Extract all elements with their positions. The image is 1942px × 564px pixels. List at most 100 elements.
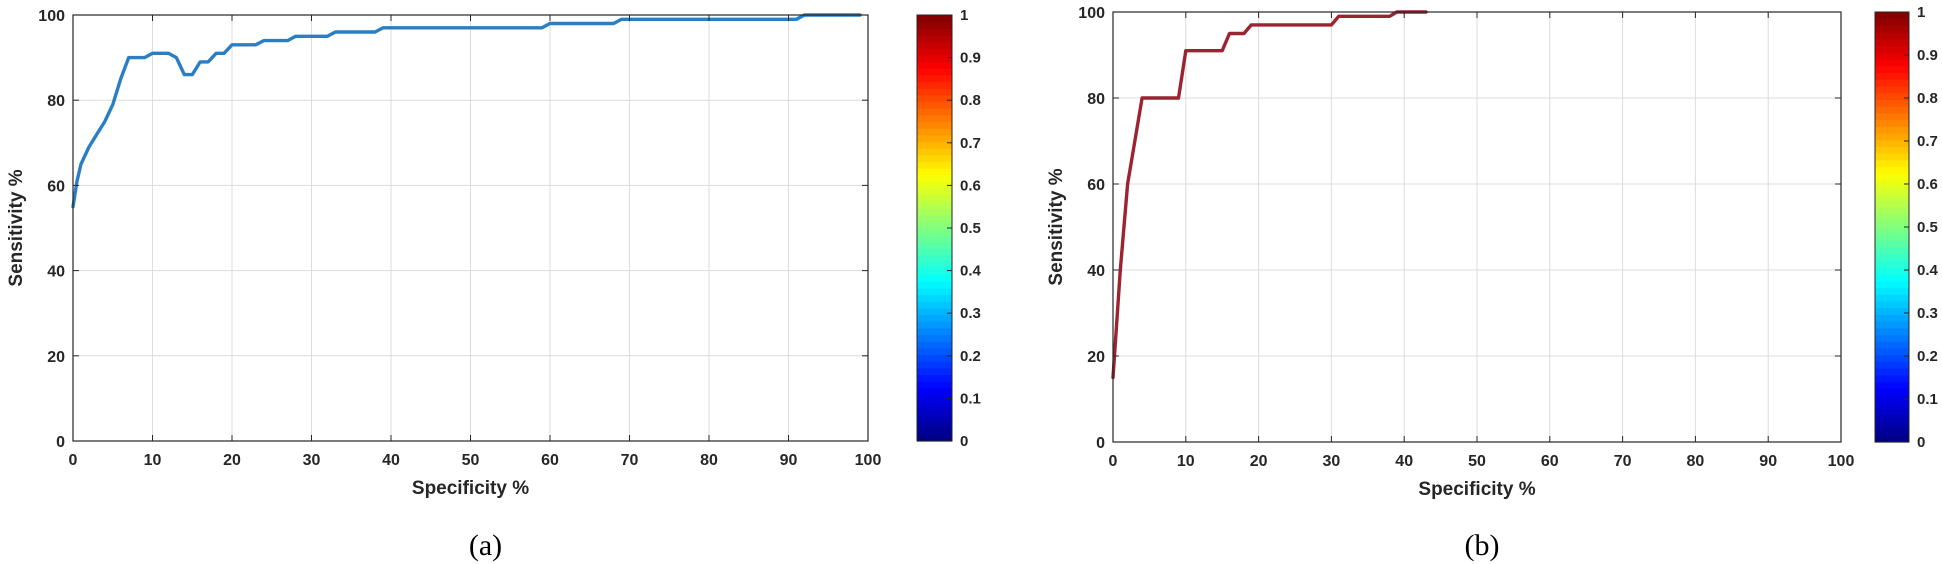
colorbar-segment [917, 48, 952, 56]
x-tick-label: 60 [1541, 453, 1559, 470]
colorbar-segment [1875, 361, 1909, 369]
colorbar-segment [917, 94, 952, 103]
colorbar-segment [917, 108, 952, 116]
colorbar-segment [917, 287, 952, 296]
colorbar-segment [1875, 159, 1909, 168]
colorbar-segment [917, 221, 952, 229]
roc-curve-a [71, 13, 862, 209]
colorbar-segment [1875, 153, 1909, 161]
colorbar-segment [917, 321, 952, 329]
y-tick-label: 100 [1078, 5, 1105, 22]
colorbar-segment [1875, 173, 1909, 181]
colorbar-segment [917, 301, 952, 309]
roc-curve-b [1111, 10, 1428, 380]
colorbar-segment [917, 341, 952, 349]
x-tick-label: 90 [780, 452, 798, 469]
colorbar-segment [917, 161, 952, 169]
colorbar-segment [1875, 65, 1909, 74]
colorbar-segment [917, 267, 952, 276]
colorbar-segment [917, 214, 952, 222]
colorbar-segment [917, 361, 952, 369]
colorbar-tick-label: 0.4 [1917, 262, 1939, 279]
colorbar-segment [1875, 341, 1909, 349]
colorbar-segment [1875, 166, 1909, 174]
y-tick-label: 100 [38, 8, 65, 25]
colorbar-segment [917, 128, 952, 136]
x-tick-label: 50 [462, 452, 480, 469]
colorbar-segment [1875, 18, 1909, 27]
x-tick-label: 10 [144, 452, 162, 469]
colorbar-segment [1875, 401, 1909, 410]
colorbar-segment [1875, 12, 1909, 20]
y-axis-label: Sensitivity % [6, 169, 27, 286]
colorbar-tick-label: 0.3 [1917, 305, 1938, 322]
colorbar-segment [1875, 300, 1909, 309]
colorbar-segment [917, 394, 952, 402]
y-tick-label: 80 [1087, 91, 1105, 108]
y-tick-label: 20 [1087, 349, 1105, 366]
colorbar-segment [917, 327, 952, 336]
x-tick-label: 20 [223, 452, 241, 469]
y-tick-label: 60 [1087, 177, 1105, 194]
x-tick-label: 40 [1395, 453, 1413, 470]
colorbar-segment [917, 367, 952, 376]
colorbar-segment [917, 314, 952, 322]
colorbar-segment [917, 354, 952, 362]
colorbar-tick-label: 1 [1917, 4, 1925, 21]
colorbar-segment [1875, 307, 1909, 315]
colorbar-segment [1875, 240, 1909, 248]
colorbar-segment [917, 15, 952, 23]
colorbar-segment [917, 174, 952, 183]
colorbar-tick-label: 0.9 [960, 50, 981, 67]
x-tick-label: 100 [1828, 453, 1855, 470]
colorbar-segment [1875, 428, 1909, 436]
colorbar-tick-label: 0 [1917, 434, 1925, 451]
colorbar-segment [1875, 421, 1909, 430]
colorbar-segment [917, 254, 952, 262]
x-tick-label: 100 [855, 452, 882, 469]
colorbar-tick-label: 0.7 [1917, 133, 1938, 150]
colorbar-tick-label: 0.2 [960, 348, 981, 365]
figure-caption-b: (b) [1465, 529, 1500, 562]
x-tick-label: 90 [1759, 453, 1777, 470]
x-axis-label: Specificity % [1418, 479, 1535, 500]
colorbar-segment [917, 194, 952, 202]
colorbar-segment [917, 188, 952, 196]
x-tick-label: 70 [621, 452, 639, 469]
colorbar-segment [1875, 213, 1909, 221]
colorbar-segment [917, 307, 952, 316]
colorbar-segment [917, 101, 952, 109]
colorbar-tick-label: 0.3 [960, 305, 981, 322]
colorbar-segment [1875, 179, 1909, 188]
colorbar-segment [1875, 247, 1909, 255]
colorbar-segment [917, 201, 952, 209]
colorbar-segment [917, 281, 952, 289]
colorbar-segment [1875, 314, 1909, 322]
colorbar-segment [1875, 294, 1909, 302]
chart-b: 0 10 20 30 40 50 60 70 80 90 100020406080100Specif… [1046, 4, 1939, 562]
colorbar-tick-label: 0.1 [960, 390, 981, 407]
colorbar-segment [917, 247, 952, 256]
colorbar-segment [1875, 139, 1909, 147]
colorbar-segment [1875, 327, 1909, 336]
colorbar-segment [917, 74, 952, 83]
colorbar-segment [917, 114, 952, 123]
figure-caption-a: (a) [469, 529, 502, 562]
colorbar-segment [1875, 193, 1909, 201]
colorbar-tick-label: 0.7 [960, 135, 981, 152]
x-tick-label: 60 [541, 452, 559, 469]
colorbar-segment [917, 141, 952, 149]
colorbar-tick-label: 0.2 [1917, 348, 1938, 365]
colorbar-segment [1875, 99, 1909, 107]
x-tick-label: 0 [1109, 453, 1118, 470]
x-tick-label: 0 [69, 452, 78, 469]
colorbar-segment [1875, 220, 1909, 228]
colorbar-tick-label: 0.5 [960, 220, 981, 237]
colorbar-segment [917, 228, 952, 236]
colorbar-segment [1875, 408, 1909, 416]
colorbar-segment [1875, 25, 1909, 33]
colorbar-segment [1875, 119, 1909, 127]
colorbar-segment [1875, 45, 1909, 53]
y-axis-label: Sensitivity % [1046, 168, 1067, 285]
colorbar-segment [917, 88, 952, 96]
